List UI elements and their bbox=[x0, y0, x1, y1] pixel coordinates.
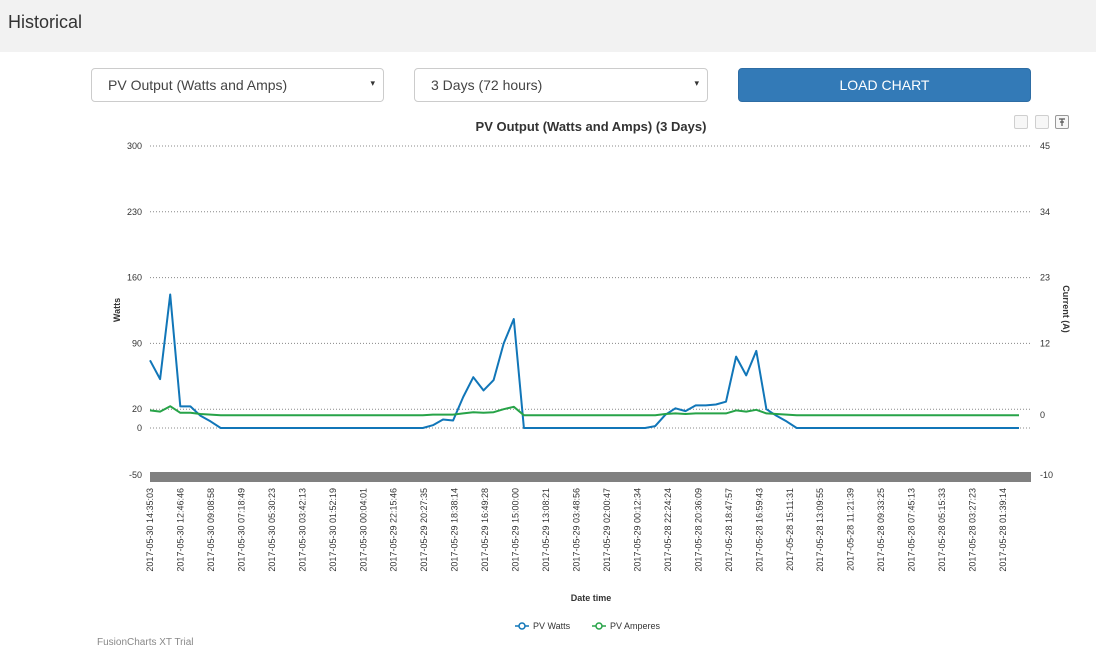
x-tick-label: 2017-05-28 05:15:33 bbox=[937, 488, 947, 572]
x-tick-label: 2017-05-28 11:21:39 bbox=[846, 488, 856, 571]
x-tick-label: 2017-05-30 12:46:46 bbox=[175, 488, 185, 572]
load-chart-button[interactable]: LOAD CHART bbox=[738, 68, 1031, 102]
x-tick-label: 2017-05-30 01:52:19 bbox=[328, 488, 338, 572]
y-tick-label: 230 bbox=[127, 207, 142, 217]
range-select[interactable]: 3 Days (72 hours) ▾ bbox=[414, 68, 708, 102]
legend-marker bbox=[595, 622, 603, 630]
chevron-down-icon: ▾ bbox=[370, 78, 375, 88]
x-tick-label: 2017-05-28 16:59:43 bbox=[754, 488, 764, 572]
x-axis-title: Date time bbox=[571, 593, 612, 603]
x-tick-label: 2017-05-28 15:11:31 bbox=[785, 488, 795, 571]
y-tick-label: -50 bbox=[129, 470, 142, 480]
series-line bbox=[149, 405, 1019, 417]
zoom-out-icon[interactable] bbox=[1014, 115, 1028, 129]
x-tick-label: 2017-05-28 22:24:24 bbox=[663, 488, 673, 572]
series-lines bbox=[149, 293, 1019, 429]
page-header: Historical bbox=[0, 0, 1096, 52]
canvas-base-bar bbox=[150, 472, 1031, 482]
chart-title: PV Output (Watts and Amps) (3 Days) bbox=[476, 119, 707, 134]
x-tick-label: 2017-05-29 02:00:47 bbox=[602, 488, 612, 572]
y2-tick-label: 12 bbox=[1040, 338, 1050, 348]
y2-tick-label: 45 bbox=[1040, 141, 1050, 151]
pin-icon[interactable] bbox=[1055, 115, 1069, 129]
x-tick-label: 2017-05-29 15:00:00 bbox=[511, 488, 521, 572]
x-tick-label: 2017-05-28 03:27:23 bbox=[968, 488, 978, 572]
gridlines bbox=[150, 145, 1031, 429]
y2-tick-label: 34 bbox=[1040, 207, 1050, 217]
pin-glyph bbox=[1059, 118, 1065, 126]
x-tick-label: 2017-05-28 07:45:13 bbox=[907, 488, 917, 572]
legend-label[interactable]: PV Watts bbox=[533, 621, 571, 631]
x-tick-label: 2017-05-29 22:15:46 bbox=[389, 488, 399, 572]
x-tick-label: 2017-05-28 18:47:57 bbox=[724, 488, 734, 572]
x-tick-label: 2017-05-29 18:38:14 bbox=[450, 488, 460, 572]
x-tick-label: 2017-05-28 20:36:09 bbox=[693, 488, 703, 572]
y2-axis-title: Current (A) bbox=[1061, 285, 1071, 333]
reset-icon[interactable] bbox=[1035, 115, 1049, 129]
page-title: Historical bbox=[8, 12, 83, 32]
y-tick-label: 160 bbox=[127, 273, 142, 283]
x-tick-label: 2017-05-30 05:30:23 bbox=[267, 488, 277, 572]
x-tick-label: 2017-05-30 14:35:03 bbox=[145, 488, 155, 572]
legend-label[interactable]: PV Amperes bbox=[610, 621, 661, 631]
y-tick-label: 90 bbox=[132, 338, 142, 348]
axis-ticks: -50 0 20 90 160 230 300 -10 0 12 23 34 45 2017-05-30 … bbox=[127, 141, 1053, 572]
series-line bbox=[149, 293, 1019, 429]
x-tick-label: 2017-05-30 09:08:58 bbox=[206, 488, 216, 572]
x-tick-label: 2017-05-29 13:08:21 bbox=[541, 488, 551, 572]
x-tick-label: 2017-05-30 03:42:13 bbox=[297, 488, 307, 572]
chevron-down-icon: ▾ bbox=[694, 78, 699, 88]
x-tick-label: 2017-05-28 01:39:14 bbox=[998, 488, 1008, 572]
x-tick-label: 2017-05-29 20:27:35 bbox=[419, 488, 429, 572]
x-tick-label: 2017-05-28 09:33:25 bbox=[876, 488, 886, 572]
x-tick-label: 2017-05-29 16:49:28 bbox=[480, 488, 490, 572]
series-select[interactable]: PV Output (Watts and Amps) ▾ bbox=[91, 68, 384, 102]
x-tick-label: 2017-05-29 03:48:56 bbox=[572, 488, 582, 572]
x-tick-label: 2017-05-30 07:18:49 bbox=[236, 488, 246, 572]
range-select-value: 3 Days (72 hours) bbox=[431, 77, 543, 93]
y-axis-title: Watts bbox=[112, 298, 122, 322]
x-tick-label: 2017-05-30 00:04:01 bbox=[358, 488, 368, 572]
legend-marker bbox=[518, 622, 526, 630]
y-tick-label: 300 bbox=[127, 141, 142, 151]
series-select-value: PV Output (Watts and Amps) bbox=[108, 77, 288, 93]
y-tick-label: 0 bbox=[137, 423, 142, 433]
x-tick-label: 2017-05-28 13:09:55 bbox=[815, 488, 825, 572]
y2-tick-label: 23 bbox=[1040, 273, 1050, 283]
x-tick-label: 2017-05-29 00:12:34 bbox=[632, 488, 642, 572]
y2-tick-label: -10 bbox=[1040, 470, 1053, 480]
chart-credit: FusionCharts XT Trial bbox=[97, 637, 194, 648]
y-tick-label: 20 bbox=[132, 404, 142, 414]
legend[interactable]: PV Watts PV Amperes bbox=[515, 621, 661, 631]
y2-tick-label: 0 bbox=[1040, 410, 1045, 420]
